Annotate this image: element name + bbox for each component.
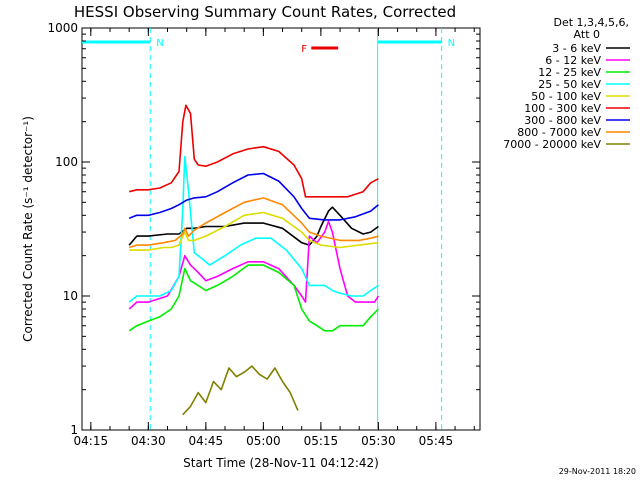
x-tick-label: 05:45 xyxy=(419,434,454,448)
series-line-3 xyxy=(128,155,379,303)
y-tick-label: 100 xyxy=(55,155,78,169)
axes: 04:15 04:30 04:45 05:00 05:15 05:30 05:45 1 10 10… xyxy=(47,21,480,448)
x-tick-label: 04:45 xyxy=(189,434,224,448)
legend-entry-label: 100 - 300 keV xyxy=(524,102,601,115)
series-line-8 xyxy=(182,365,299,416)
y-axis-label: Corrected Count Rate (s⁻¹ detector⁻¹) xyxy=(21,116,35,342)
series-line-5 xyxy=(129,104,379,198)
legend-header-line-2: Att 0 xyxy=(574,28,600,41)
legend-entry-label: 6 - 12 keV xyxy=(545,54,601,67)
series-line-1 xyxy=(128,220,380,310)
series-line-6 xyxy=(128,172,379,221)
annotation-label-night: N xyxy=(448,38,455,49)
legend-entry-label: 12 - 25 keV xyxy=(538,66,601,79)
x-tick-label: 04:30 xyxy=(131,434,166,448)
y-tick-label: 10 xyxy=(63,289,78,303)
print-timestamp: 29-Nov-2011 18:20 xyxy=(559,467,636,476)
annotation-label-flare: F xyxy=(301,44,307,55)
legend-header-line-1: Det 1,3,4,5,6, xyxy=(553,16,629,29)
x-tick-label: 04:15 xyxy=(74,434,109,448)
series-line-7 xyxy=(128,197,379,249)
plot-area: N NF xyxy=(82,28,455,430)
chart-title: HESSI Observing Summary Count Rates, Cor… xyxy=(74,3,456,21)
x-tick-label: 05:30 xyxy=(361,434,396,448)
legend-entry-label: 50 - 100 keV xyxy=(531,90,601,103)
series-line-2 xyxy=(128,264,379,332)
legend-entry-label: 25 - 50 keV xyxy=(538,78,601,91)
legend-entry-label: 300 - 800 keV xyxy=(524,114,601,127)
legend-entry-label: 3 - 6 keV xyxy=(552,42,601,55)
series-line-4 xyxy=(129,211,379,251)
y-tick-label: 1000 xyxy=(47,21,78,35)
plot-frame xyxy=(81,27,481,431)
annotation-label-night: N xyxy=(156,38,163,49)
y-tick-label: 1 xyxy=(70,423,78,437)
x-tick-label: 05:15 xyxy=(304,434,339,448)
x-axis-label: Start Time (28-Nov-11 04:12:42) xyxy=(183,456,379,470)
legend-entry-label: 800 - 7000 keV xyxy=(517,126,601,139)
legend-entry-label: 7000 - 20000 keV xyxy=(503,138,601,151)
x-tick-label: 05:00 xyxy=(246,434,281,448)
